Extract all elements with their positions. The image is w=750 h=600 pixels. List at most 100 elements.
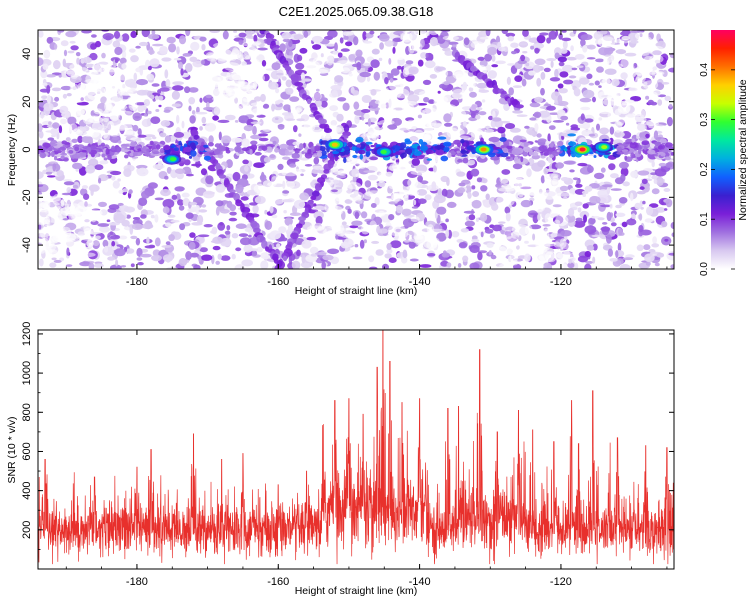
heatmap-cell bbox=[574, 262, 579, 269]
heatmap-cell bbox=[217, 57, 231, 65]
heatmap-cell bbox=[631, 138, 635, 143]
heatmap-cell bbox=[66, 247, 70, 256]
heatmap-cell bbox=[630, 152, 635, 159]
heatmap-cell bbox=[584, 263, 592, 269]
heatmap-cell bbox=[182, 198, 190, 206]
heatmap-cell bbox=[151, 254, 162, 262]
heatmap-cell bbox=[562, 40, 568, 50]
heatmap-cell bbox=[78, 166, 87, 176]
heatmap-cell bbox=[86, 146, 92, 153]
heatmap-cell bbox=[629, 30, 642, 33]
heatmap-cell bbox=[314, 145, 321, 152]
heatmap-cell bbox=[567, 262, 575, 269]
heatmap-cell bbox=[111, 175, 116, 181]
heatmap-cell bbox=[355, 49, 363, 57]
heatmap-cell bbox=[279, 237, 288, 242]
heatmap-cell bbox=[54, 96, 60, 102]
heatmap-cell bbox=[469, 91, 477, 98]
heatmap-cell bbox=[556, 192, 574, 197]
heatmap-cell bbox=[442, 35, 459, 41]
heatmap-cell bbox=[440, 155, 449, 162]
heatmap-cell bbox=[458, 242, 468, 249]
heatmap-cell bbox=[589, 196, 601, 204]
heatmap-cell bbox=[466, 146, 474, 151]
heatmap-cell bbox=[629, 141, 638, 149]
heatmap-cell bbox=[120, 265, 127, 268]
heatmap-cell bbox=[94, 164, 104, 171]
heatmap-cell bbox=[632, 110, 642, 117]
heatmap-cell bbox=[362, 191, 375, 200]
heatmap-cell bbox=[653, 179, 658, 184]
heatmap-cell bbox=[596, 123, 600, 131]
heatmap-cell bbox=[265, 146, 273, 153]
heatmap-cell bbox=[50, 127, 59, 136]
heatmap-cell bbox=[361, 109, 371, 113]
heatmap-cell bbox=[201, 254, 213, 261]
heatmap-cell bbox=[301, 240, 312, 249]
heatmap-cell bbox=[668, 146, 674, 150]
heatmap-cell bbox=[638, 58, 647, 65]
heatmap-cell bbox=[108, 222, 121, 226]
heatmap-cell bbox=[229, 52, 237, 61]
y-tick-label: 200 bbox=[21, 521, 33, 539]
heatmap-cell bbox=[113, 30, 121, 39]
heatmap-cell bbox=[532, 42, 545, 49]
heatmap-cell bbox=[306, 236, 317, 241]
heatmap-cell bbox=[360, 224, 370, 235]
heatmap-cell bbox=[191, 110, 196, 115]
heatmap-cell bbox=[289, 163, 297, 168]
heatmap-cell bbox=[352, 256, 363, 260]
heatmap-cell bbox=[583, 214, 587, 223]
heatmap-cell bbox=[463, 142, 467, 147]
heatmap-cell bbox=[303, 30, 309, 38]
heatmap-cell bbox=[81, 30, 92, 34]
heatmap-cell bbox=[638, 148, 642, 155]
heatmap-cell bbox=[373, 71, 380, 81]
heatmap-cell bbox=[54, 217, 63, 229]
heatmap-cell bbox=[424, 133, 431, 144]
heatmap-cell bbox=[124, 129, 134, 136]
heatmap-cell bbox=[60, 40, 69, 47]
heatmap-cell bbox=[451, 88, 466, 100]
heatmap-cell bbox=[521, 208, 529, 216]
heatmap-cell bbox=[144, 151, 151, 156]
heatmap-cell bbox=[257, 47, 268, 51]
heatmap-cell bbox=[116, 110, 134, 116]
heatmap-cell bbox=[637, 170, 650, 176]
heatmap-cell bbox=[88, 138, 94, 145]
heatmap-cell bbox=[132, 151, 138, 156]
heatmap-cell bbox=[332, 165, 348, 175]
heatmap-cell bbox=[148, 244, 156, 248]
heatmap-cell bbox=[606, 211, 612, 222]
heatmap-cell bbox=[136, 167, 149, 177]
heatmap-cell bbox=[337, 52, 343, 58]
heatmap-cell bbox=[400, 31, 413, 43]
heatmap-cell bbox=[104, 100, 112, 113]
heatmap-cell bbox=[285, 87, 294, 95]
heatmap-cell bbox=[88, 184, 100, 192]
heatmap-cell bbox=[557, 83, 564, 89]
heatmap-cell bbox=[501, 30, 509, 35]
heatmap-cell bbox=[514, 75, 523, 82]
heatmap-cell bbox=[662, 69, 668, 77]
heatmap-cell bbox=[580, 106, 591, 111]
heatmap-cell bbox=[285, 79, 292, 88]
heatmap-cell bbox=[665, 198, 673, 208]
heatmap-cell bbox=[146, 117, 152, 127]
heatmap-cell bbox=[559, 263, 568, 269]
heatmap-cell bbox=[130, 263, 135, 268]
heatmap-cell bbox=[144, 137, 152, 141]
heatmap-cell bbox=[645, 95, 650, 100]
heatmap-cell bbox=[458, 182, 466, 187]
heatmap-cell bbox=[162, 206, 170, 214]
heatmap-cell bbox=[582, 193, 586, 197]
heatmap-cell bbox=[249, 248, 259, 252]
heatmap-cell bbox=[54, 156, 58, 161]
heatmap-cell bbox=[418, 90, 437, 97]
heatmap-cell bbox=[313, 157, 320, 165]
heatmap-cell bbox=[333, 223, 345, 234]
heatmap-cell bbox=[572, 177, 579, 181]
heatmap-cell bbox=[276, 260, 283, 268]
heatmap-cell bbox=[582, 89, 595, 99]
heatmap-cell bbox=[638, 137, 645, 141]
